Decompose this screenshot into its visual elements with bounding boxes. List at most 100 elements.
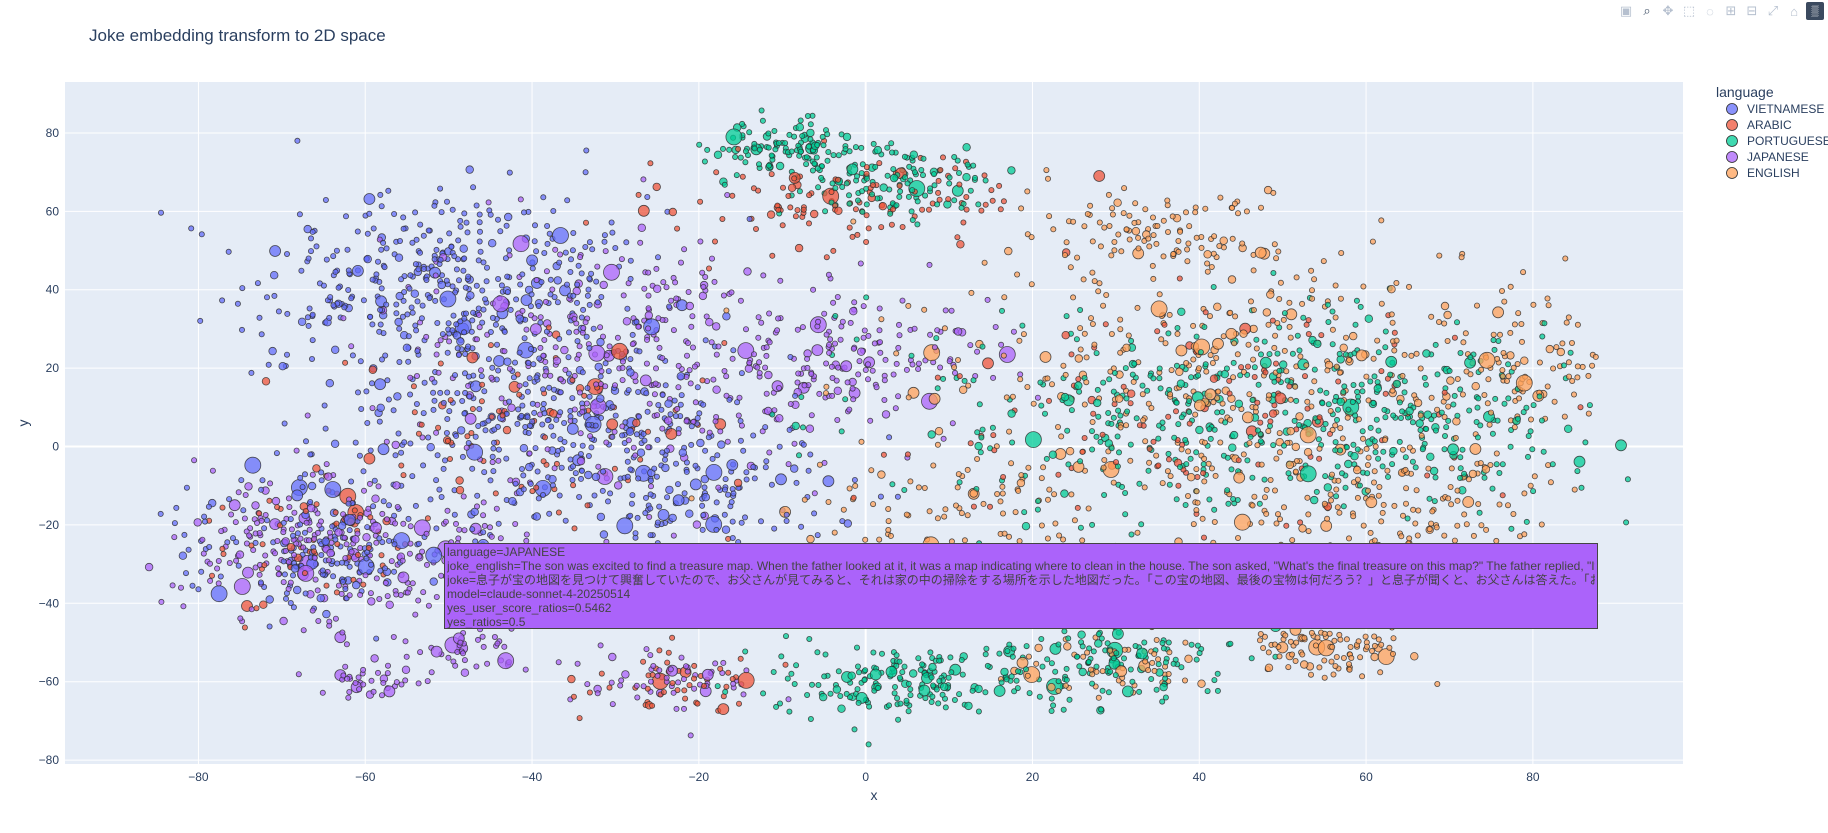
data-point-portuguese[interactable] bbox=[1373, 384, 1382, 393]
data-point-portuguese[interactable] bbox=[1344, 459, 1353, 469]
data-point-vietnamese[interactable] bbox=[746, 215, 753, 222]
data-point-vietnamese[interactable] bbox=[692, 462, 699, 469]
data-point-japanese[interactable] bbox=[180, 603, 187, 610]
data-point-portuguese[interactable] bbox=[1244, 457, 1251, 464]
data-point-vietnamese[interactable] bbox=[589, 246, 596, 253]
data-point-japanese[interactable] bbox=[672, 279, 679, 286]
data-point-portuguese[interactable] bbox=[1412, 464, 1419, 471]
data-point-japanese[interactable] bbox=[699, 427, 706, 434]
data-point-english[interactable] bbox=[1201, 478, 1208, 485]
data-point-english[interactable] bbox=[1246, 391, 1253, 398]
data-point-portuguese[interactable] bbox=[914, 221, 921, 228]
data-point-portuguese[interactable] bbox=[1166, 481, 1173, 488]
data-point-portuguese[interactable] bbox=[1309, 495, 1319, 505]
data-point-arabic[interactable] bbox=[640, 658, 647, 665]
data-point-arabic[interactable] bbox=[792, 213, 799, 220]
data-point-english[interactable] bbox=[1272, 487, 1279, 494]
data-point-english[interactable] bbox=[1050, 226, 1057, 233]
data-point-japanese[interactable] bbox=[512, 521, 519, 528]
data-point-english[interactable] bbox=[1391, 502, 1398, 509]
data-point-english[interactable] bbox=[1083, 379, 1090, 386]
data-point-english[interactable] bbox=[1044, 375, 1051, 382]
data-point-vietnamese[interactable] bbox=[528, 291, 535, 298]
data-point-english[interactable] bbox=[1469, 443, 1482, 455]
data-point-portuguese[interactable] bbox=[796, 188, 803, 195]
data-point-english[interactable] bbox=[1295, 412, 1304, 421]
data-point-vietnamese[interactable] bbox=[678, 392, 685, 399]
data-point-english[interactable] bbox=[1235, 210, 1242, 217]
data-point-english[interactable] bbox=[1046, 486, 1053, 493]
data-point-english[interactable] bbox=[934, 515, 941, 522]
data-point-japanese[interactable] bbox=[705, 318, 714, 327]
data-point-japanese[interactable] bbox=[949, 420, 956, 427]
data-point-japanese[interactable] bbox=[285, 559, 292, 566]
data-point-english[interactable] bbox=[1263, 486, 1270, 493]
data-point-arabic[interactable] bbox=[1202, 309, 1209, 316]
lasso-icon[interactable]: ◌ bbox=[1706, 3, 1714, 19]
data-point-english[interactable] bbox=[1081, 401, 1088, 408]
data-point-japanese[interactable] bbox=[288, 526, 295, 533]
data-point-portuguese[interactable] bbox=[1073, 336, 1080, 343]
data-point-vietnamese[interactable] bbox=[851, 476, 858, 483]
data-point-portuguese[interactable] bbox=[962, 172, 971, 182]
data-point-english[interactable] bbox=[1574, 363, 1581, 370]
data-point-japanese[interactable] bbox=[552, 344, 559, 351]
data-point-english[interactable] bbox=[1195, 365, 1202, 372]
data-point-portuguese[interactable] bbox=[869, 668, 882, 681]
data-point-portuguese[interactable] bbox=[1507, 443, 1514, 450]
data-point-portuguese[interactable] bbox=[1055, 678, 1062, 685]
data-point-portuguese[interactable] bbox=[907, 692, 914, 699]
data-point-english[interactable] bbox=[1352, 465, 1362, 475]
data-point-vietnamese[interactable] bbox=[434, 452, 441, 459]
data-point-portuguese[interactable] bbox=[1350, 381, 1357, 388]
data-point-portuguese[interactable] bbox=[1248, 655, 1255, 662]
data-point-english[interactable] bbox=[1215, 388, 1222, 395]
data-point-vietnamese[interactable] bbox=[579, 467, 586, 474]
data-point-english[interactable] bbox=[1070, 294, 1077, 301]
data-point-english[interactable] bbox=[1233, 471, 1246, 484]
data-point-english[interactable] bbox=[1305, 528, 1312, 535]
data-point-vietnamese[interactable] bbox=[443, 429, 450, 436]
data-point-vietnamese[interactable] bbox=[420, 462, 427, 469]
data-point-arabic[interactable] bbox=[1165, 413, 1172, 420]
data-point-portuguese[interactable] bbox=[1174, 324, 1181, 331]
data-point-english[interactable] bbox=[1063, 642, 1072, 651]
data-point-vietnamese[interactable] bbox=[584, 292, 591, 299]
data-point-japanese[interactable] bbox=[576, 389, 583, 396]
data-point-vietnamese[interactable] bbox=[468, 328, 475, 335]
data-point-vietnamese[interactable] bbox=[771, 525, 778, 532]
data-point-portuguese[interactable] bbox=[962, 143, 971, 152]
data-point-vietnamese[interactable] bbox=[632, 530, 639, 537]
data-point-english[interactable] bbox=[1108, 330, 1115, 337]
data-point-arabic[interactable] bbox=[834, 206, 843, 215]
data-point-english[interactable] bbox=[954, 484, 961, 491]
data-point-portuguese[interactable] bbox=[770, 669, 777, 676]
data-point-english[interactable] bbox=[1014, 271, 1021, 278]
data-point-japanese[interactable] bbox=[881, 410, 891, 419]
data-point-arabic[interactable] bbox=[1000, 198, 1007, 205]
data-point-japanese[interactable] bbox=[645, 269, 652, 276]
data-point-vietnamese[interactable] bbox=[385, 396, 392, 403]
data-point-arabic[interactable] bbox=[934, 374, 941, 381]
data-point-arabic[interactable] bbox=[896, 182, 903, 189]
data-point-japanese[interactable] bbox=[603, 439, 610, 446]
data-point-portuguese[interactable] bbox=[1201, 323, 1208, 330]
data-point-portuguese[interactable] bbox=[1210, 283, 1217, 290]
data-point-vietnamese[interactable] bbox=[406, 285, 413, 292]
data-point-japanese[interactable] bbox=[455, 535, 462, 542]
data-point-vietnamese[interactable] bbox=[624, 305, 631, 312]
data-point-portuguese[interactable] bbox=[896, 193, 903, 200]
data-point-arabic[interactable] bbox=[1173, 408, 1180, 415]
data-point-portuguese[interactable] bbox=[742, 648, 749, 655]
data-point-japanese[interactable] bbox=[606, 343, 613, 350]
data-point-english[interactable] bbox=[1339, 435, 1346, 442]
data-point-english[interactable] bbox=[1164, 197, 1171, 204]
data-point-english[interactable] bbox=[934, 441, 941, 448]
data-point-portuguese[interactable] bbox=[800, 424, 807, 431]
data-point-japanese[interactable] bbox=[846, 406, 853, 413]
data-point-vietnamese[interactable] bbox=[240, 507, 247, 514]
data-point-english[interactable] bbox=[1109, 211, 1116, 218]
data-point-japanese[interactable] bbox=[523, 326, 530, 333]
data-point-vietnamese[interactable] bbox=[425, 546, 443, 564]
data-point-japanese[interactable] bbox=[437, 337, 444, 344]
